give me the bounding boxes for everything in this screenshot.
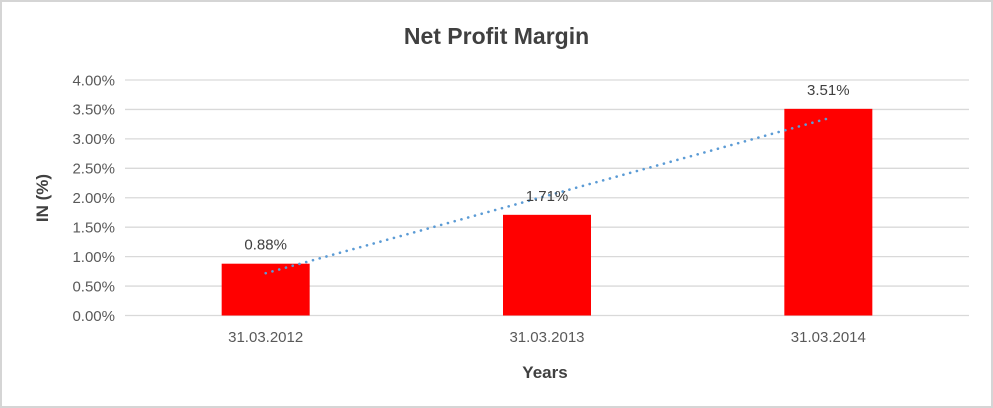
y-tick-label: 2.50% [72, 161, 115, 178]
bar-data-label: 3.51% [807, 82, 850, 99]
y-tick-label: 1.50% [72, 219, 115, 236]
x-tick-label: 31.03.2012 [228, 329, 303, 346]
y-tick-label: 4.00% [72, 72, 115, 89]
bar [503, 214, 591, 316]
x-tick-label: 31.03.2014 [791, 329, 866, 346]
bar [784, 108, 873, 316]
y-tick-label: 1.00% [72, 249, 115, 266]
y-tick-label: 2.00% [72, 190, 115, 207]
y-tick-label: 3.00% [72, 131, 115, 148]
bar-data-label: 0.88% [244, 237, 287, 254]
bar [221, 263, 310, 316]
x-tick-label: 31.03.2013 [509, 329, 584, 346]
trendline [264, 117, 830, 275]
y-tick-label: 3.50% [72, 102, 115, 119]
y-tick-label: 0.50% [72, 278, 115, 295]
chart-title: Net Profit Margin [403, 23, 590, 49]
bar-data-label: 1.71% [526, 188, 569, 205]
x-axis-title: Years [522, 363, 568, 382]
y-tick-label: 0.00% [72, 308, 115, 325]
